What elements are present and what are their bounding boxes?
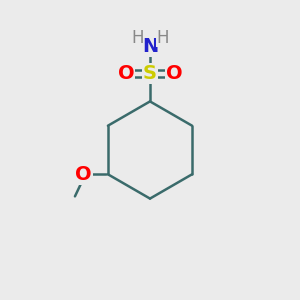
Text: O: O [76, 165, 92, 184]
Text: H: H [131, 28, 144, 46]
Text: S: S [143, 64, 157, 83]
Text: O: O [118, 64, 134, 83]
Text: H: H [156, 28, 169, 46]
Text: N: N [142, 37, 158, 56]
Text: O: O [166, 64, 182, 83]
